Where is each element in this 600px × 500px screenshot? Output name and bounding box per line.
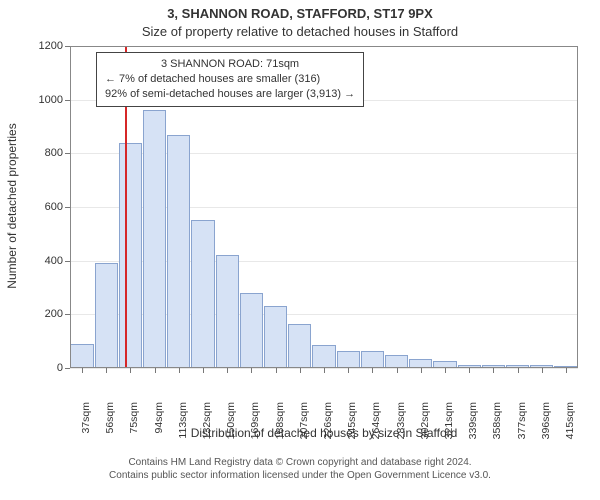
- footer-line1: Contains HM Land Registry data © Crown c…: [128, 457, 471, 468]
- histogram-bar: [240, 293, 263, 368]
- y-tick: [65, 261, 70, 262]
- x-tick: [82, 368, 83, 373]
- x-tick: [179, 368, 180, 373]
- x-tick-label: 75sqm: [128, 402, 140, 446]
- x-tick: [518, 368, 519, 373]
- histogram-bar: [409, 359, 432, 368]
- y-tick-label: 200: [25, 308, 63, 320]
- y-tick: [65, 46, 70, 47]
- x-tick: [251, 368, 252, 373]
- histogram-bar: [95, 263, 118, 368]
- x-tick-label: 56sqm: [104, 402, 116, 446]
- x-tick: [155, 368, 156, 373]
- x-tick: [324, 368, 325, 373]
- page-subtitle: Size of property relative to detached ho…: [0, 24, 600, 39]
- x-tick-label: 245sqm: [346, 402, 358, 446]
- histogram-bar: [119, 143, 142, 368]
- histogram-bar: [191, 220, 214, 368]
- y-tick-label: 400: [25, 255, 63, 267]
- y-tick: [65, 100, 70, 101]
- y-tick: [65, 207, 70, 208]
- y-tick-label: 0: [25, 362, 63, 374]
- gridline: [70, 46, 578, 47]
- page-title: 3, SHANNON ROAD, STAFFORD, ST17 9PX: [0, 6, 600, 21]
- histogram-bar: [337, 351, 360, 368]
- x-tick-label: 37sqm: [80, 402, 92, 446]
- x-tick: [106, 368, 107, 373]
- x-tick-label: 226sqm: [322, 402, 334, 446]
- x-tick: [493, 368, 494, 373]
- y-tick-label: 1000: [25, 94, 63, 106]
- x-tick-label: 132sqm: [201, 402, 213, 446]
- info-box-line: ← 7% of detached houses are smaller (316…: [105, 72, 355, 87]
- x-tick-label: 415sqm: [564, 402, 576, 446]
- x-tick: [372, 368, 373, 373]
- x-tick-label: 113sqm: [177, 402, 189, 446]
- y-tick: [65, 368, 70, 369]
- x-tick-label: 264sqm: [370, 402, 382, 446]
- x-tick: [397, 368, 398, 373]
- y-tick-label: 800: [25, 147, 63, 159]
- x-tick-label: 396sqm: [540, 402, 552, 446]
- x-tick-label: 283sqm: [395, 402, 407, 446]
- x-tick-label: 302sqm: [419, 402, 431, 446]
- x-tick-label: 321sqm: [443, 402, 455, 446]
- x-tick: [276, 368, 277, 373]
- info-box-line: 92% of semi-detached houses are larger (…: [105, 87, 355, 102]
- histogram-bar: [70, 344, 93, 368]
- y-tick: [65, 153, 70, 154]
- x-tick-label: 169sqm: [249, 402, 261, 446]
- y-axis-label: Number of detached properties: [5, 96, 19, 316]
- x-tick: [445, 368, 446, 373]
- histogram-bar: [264, 306, 287, 368]
- x-tick: [469, 368, 470, 373]
- x-tick: [348, 368, 349, 373]
- footer-attribution: Contains HM Land Registry data © Crown c…: [0, 456, 600, 482]
- histogram-bar: [167, 135, 190, 368]
- x-tick: [300, 368, 301, 373]
- y-tick-label: 600: [25, 201, 63, 213]
- histogram-bar: [216, 255, 239, 368]
- info-box-line: 3 SHANNON ROAD: 71sqm: [105, 57, 355, 72]
- histogram-bar: [385, 355, 408, 368]
- x-tick-label: 339sqm: [467, 402, 479, 446]
- x-tick-label: 207sqm: [298, 402, 310, 446]
- x-tick-label: 150sqm: [225, 402, 237, 446]
- x-tick: [227, 368, 228, 373]
- property-info-box: 3 SHANNON ROAD: 71sqm← 7% of detached ho…: [96, 52, 364, 107]
- y-tick: [65, 314, 70, 315]
- histogram-bar: [433, 361, 456, 368]
- histogram-bar: [288, 324, 311, 368]
- x-tick-label: 377sqm: [516, 402, 528, 446]
- x-tick-label: 94sqm: [153, 402, 165, 446]
- x-tick-label: 188sqm: [274, 402, 286, 446]
- x-tick: [566, 368, 567, 373]
- x-tick: [542, 368, 543, 373]
- footer-line2: Contains public sector information licen…: [109, 470, 491, 481]
- histogram-bar: [312, 345, 335, 368]
- x-tick: [203, 368, 204, 373]
- x-tick-label: 358sqm: [491, 402, 503, 446]
- y-tick-label: 1200: [25, 40, 63, 52]
- x-tick: [421, 368, 422, 373]
- histogram-bar: [143, 110, 166, 368]
- x-tick: [130, 368, 131, 373]
- histogram-bar: [361, 351, 384, 368]
